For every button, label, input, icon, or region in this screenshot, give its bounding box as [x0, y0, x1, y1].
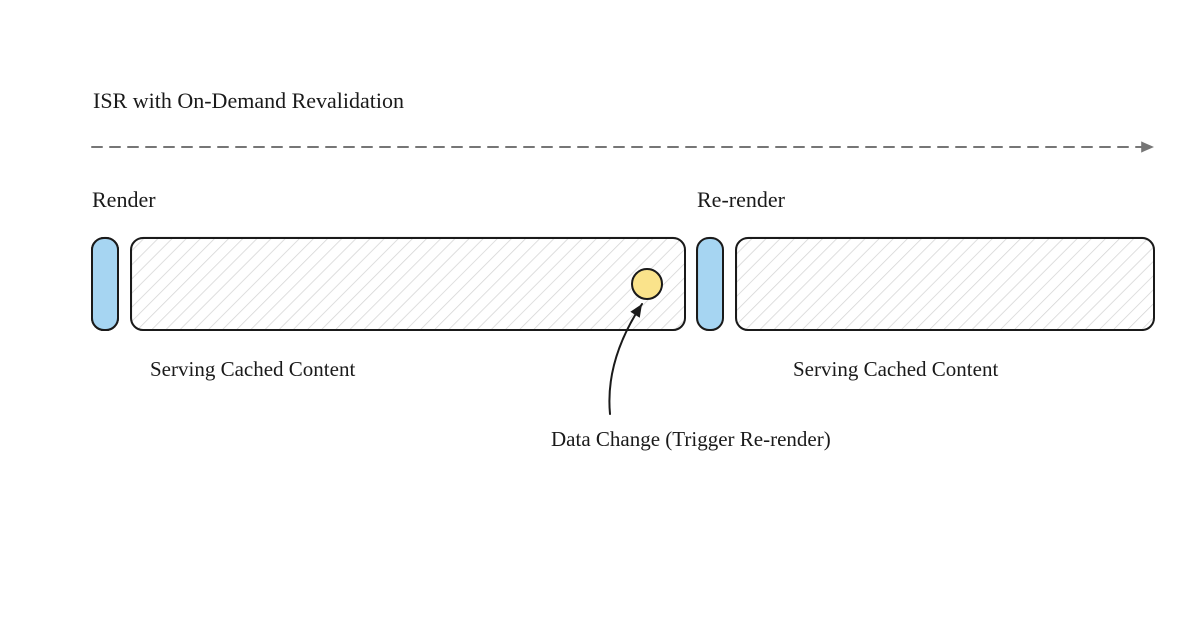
render-box-2 — [697, 238, 723, 330]
render-box-1-face — [92, 238, 118, 330]
cache-box-1-label: Serving Cached Content — [150, 357, 355, 381]
cache-box-2-fill — [736, 238, 1154, 330]
cache-box-1-fill — [131, 238, 685, 330]
rerender-label: Re-render — [697, 187, 786, 212]
render-label: Render — [92, 187, 156, 212]
cache-box-2-label: Serving Cached Content — [793, 357, 998, 381]
data-change-label: Data Change (Trigger Re-render) — [551, 427, 831, 451]
diagram-title: ISR with On-Demand Revalidation — [93, 88, 404, 113]
